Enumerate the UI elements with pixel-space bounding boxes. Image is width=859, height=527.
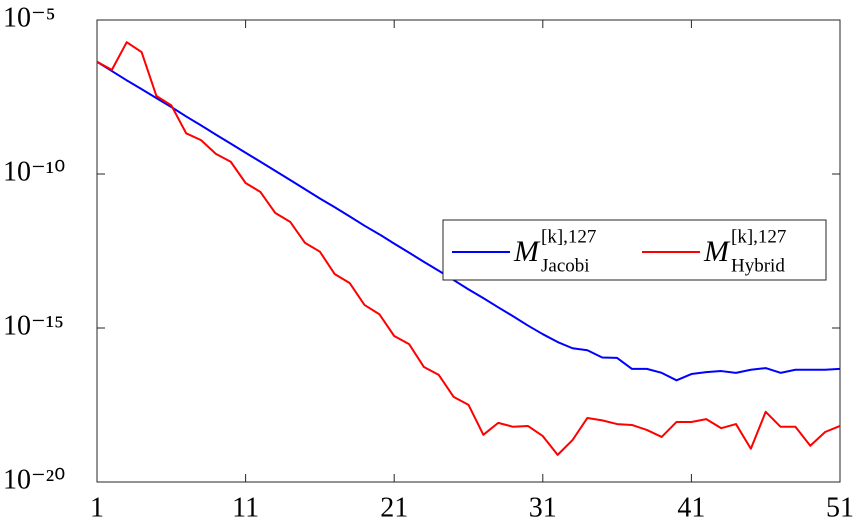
series-line [96,60,841,382]
y-tick-label: 10⁻¹⁵ [3,310,64,341]
x-tick-label: 1 [90,492,104,523]
legend-subscript: Jacobi [541,255,590,276]
x-tick-label: 11 [232,492,259,523]
x-tick-label: 51 [826,492,854,523]
legend-subscript: Hybrid [731,255,785,276]
legend-label: M [703,235,731,268]
series-line [96,41,841,456]
legend-superscript: [k],127 [731,226,786,247]
legend-label: M [513,235,541,268]
y-tick-label: 10⁻¹⁰ [3,156,65,187]
legend-box [442,219,827,281]
y-tick-label: 10⁻²⁰ [3,464,65,495]
x-tick-label: 41 [677,492,705,523]
x-tick-label: 31 [529,492,557,523]
legend-superscript: [k],127 [541,226,596,247]
x-tick-label: 21 [380,492,408,523]
y-tick-label: 10⁻⁵ [3,2,56,33]
